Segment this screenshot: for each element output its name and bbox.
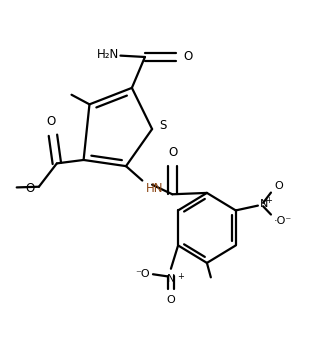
Text: O: O xyxy=(184,50,193,63)
Text: ·O⁻: ·O⁻ xyxy=(274,216,292,226)
Text: O: O xyxy=(25,182,34,194)
Text: O: O xyxy=(47,115,56,128)
Text: +: + xyxy=(265,195,272,204)
Text: O: O xyxy=(166,295,175,305)
Text: HN: HN xyxy=(145,182,163,195)
Text: ⁻O: ⁻O xyxy=(135,269,150,279)
Text: S: S xyxy=(159,119,167,132)
Text: O: O xyxy=(274,181,283,191)
Text: N: N xyxy=(260,199,268,209)
Text: O: O xyxy=(169,146,178,159)
Text: H₂N: H₂N xyxy=(97,48,119,61)
Text: N: N xyxy=(167,274,175,284)
Text: +: + xyxy=(177,272,184,281)
